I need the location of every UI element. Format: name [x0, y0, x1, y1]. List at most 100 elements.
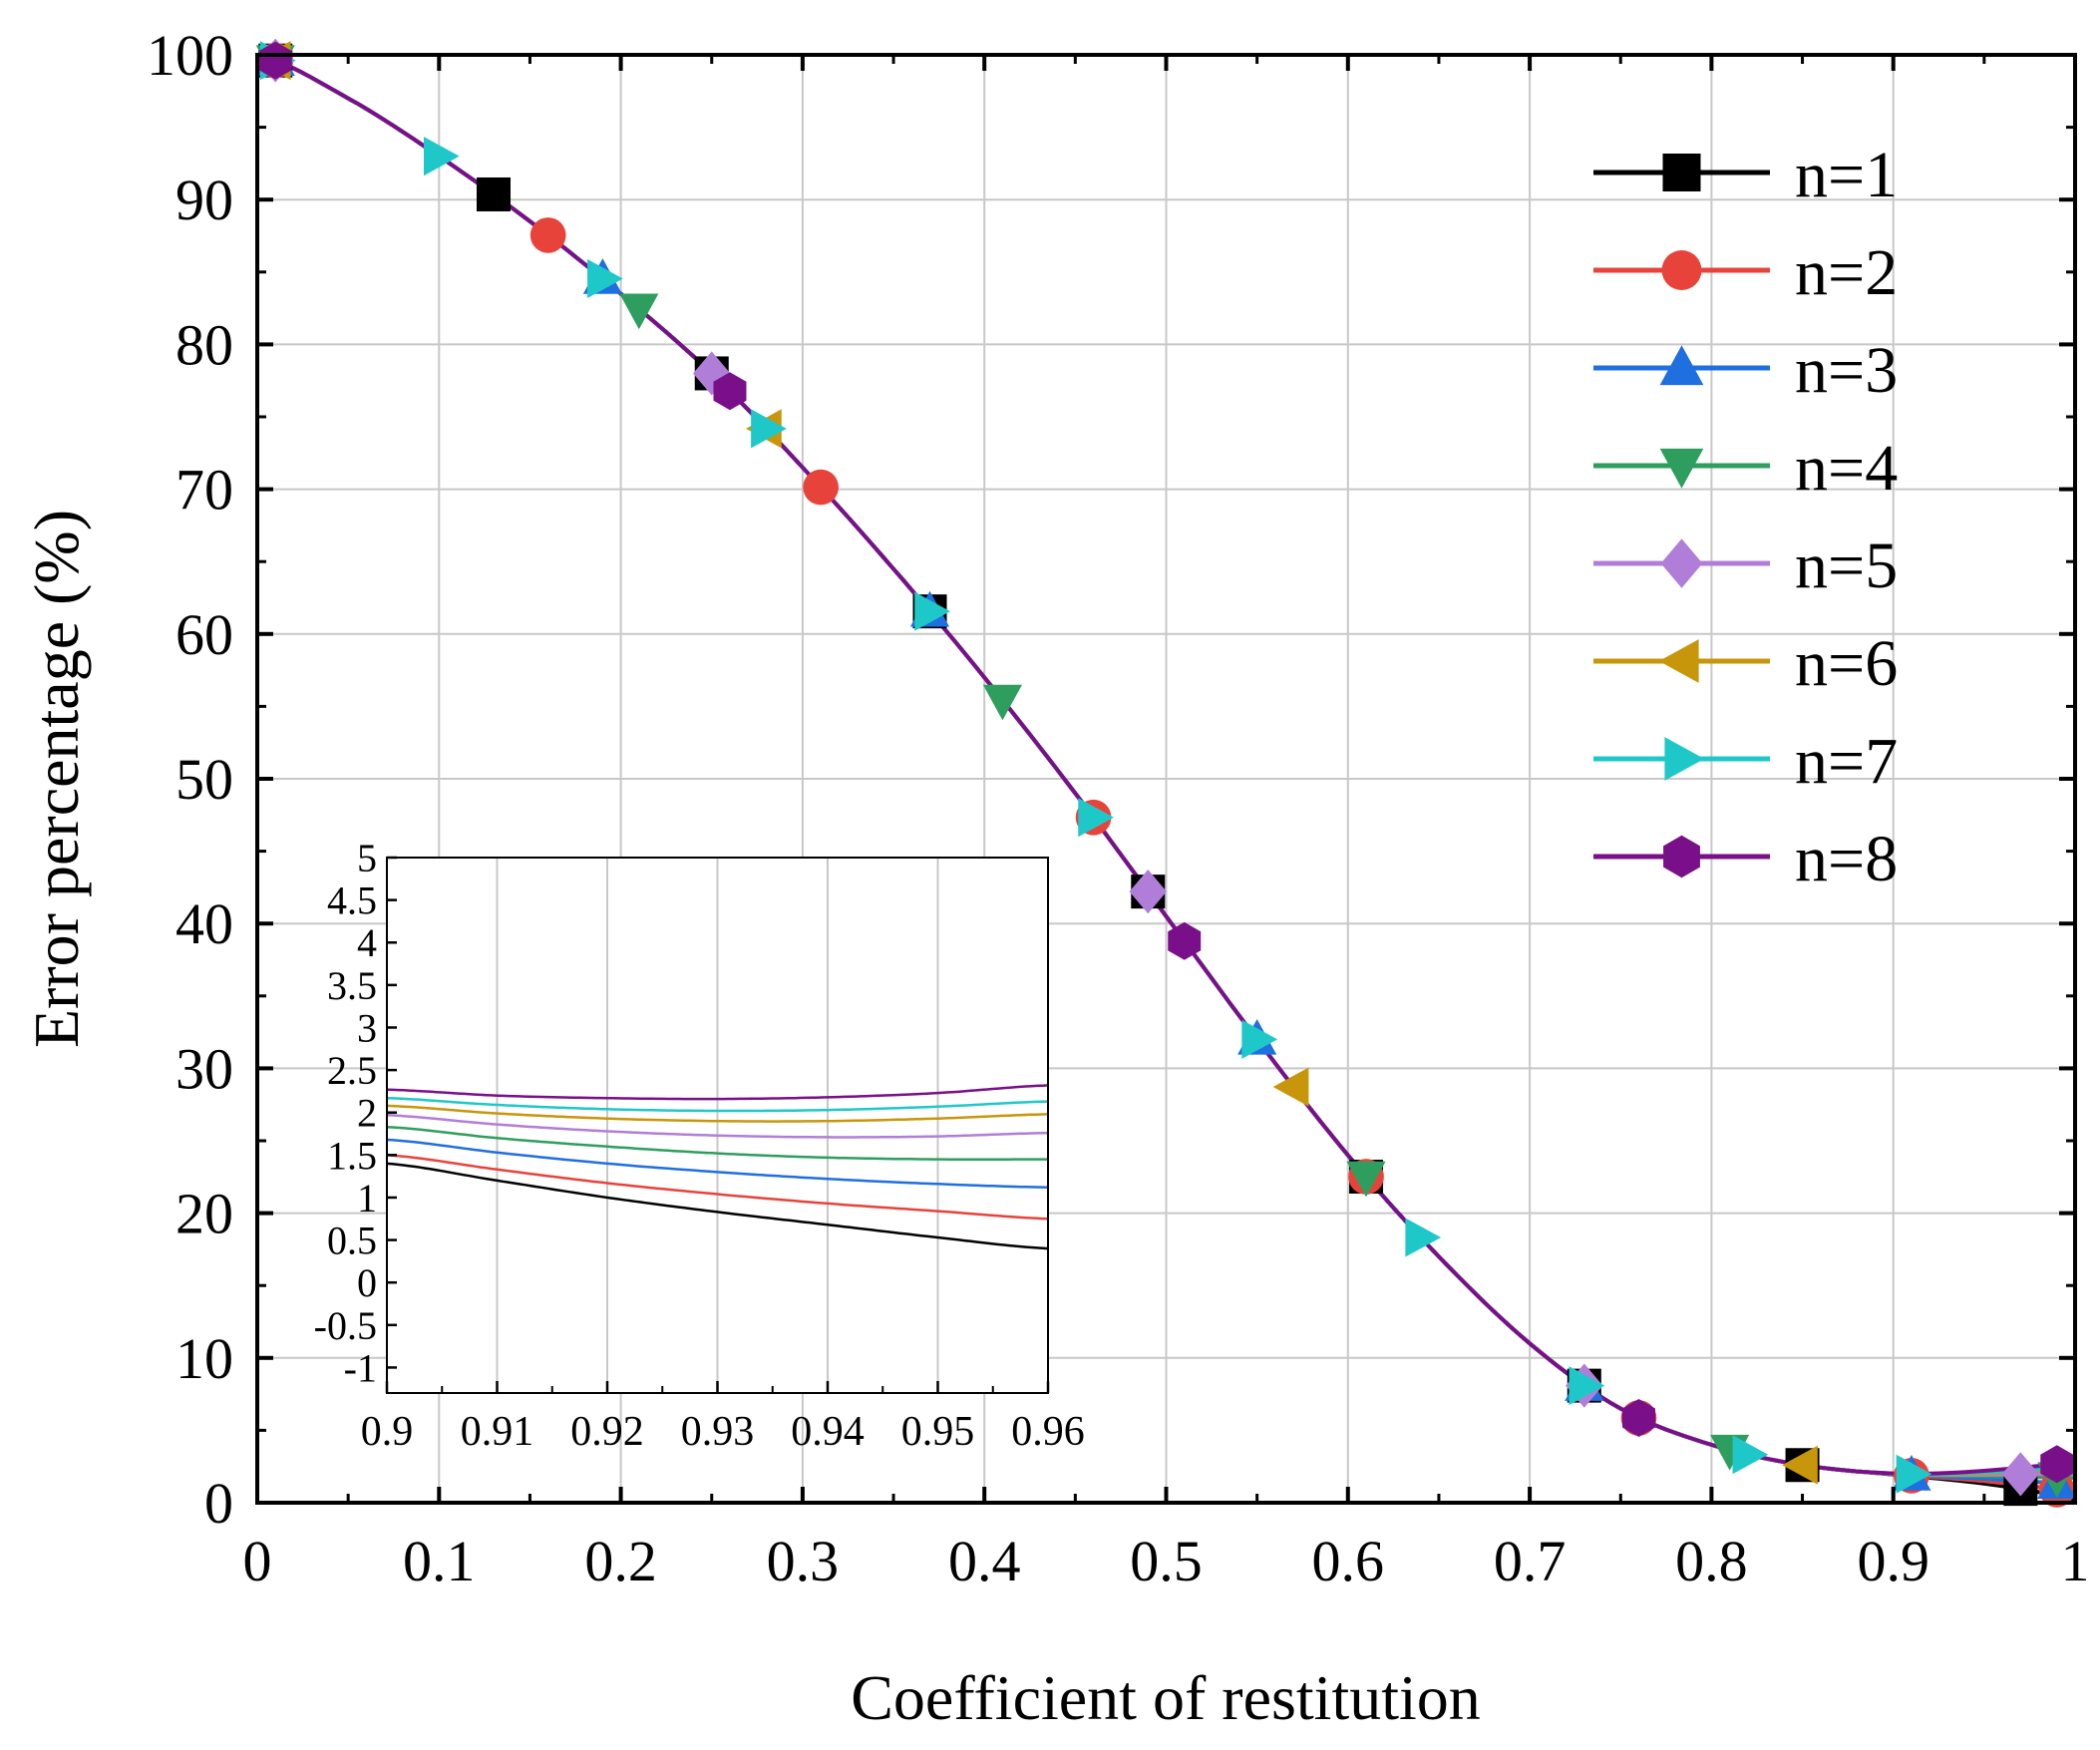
inset-line-n3	[386, 1138, 1049, 1189]
inset-y-tick-label: 4.5	[327, 878, 377, 923]
inset-line-n4	[386, 1125, 1048, 1161]
inset-line-n1	[386, 1162, 1049, 1250]
series-marker-n8	[2040, 1445, 2074, 1484]
series-marker-n5	[1129, 870, 1167, 914]
legend-label: n=1	[1795, 139, 1898, 211]
inset-line-n5	[386, 1114, 1049, 1139]
inset-x-tick-label: 0.93	[681, 1409, 755, 1455]
series-marker-n8	[1621, 1398, 1655, 1438]
series-marker-n8	[1168, 921, 1202, 960]
y-tick-label: 0	[204, 1471, 233, 1536]
y-tick-label: 50	[175, 747, 233, 812]
inset-x-tick-label: 0.92	[570, 1409, 644, 1455]
series-marker-n2	[529, 217, 566, 253]
inset-y-tick-label: 3.5	[327, 963, 377, 1008]
series-marker-n5	[2001, 1452, 2040, 1497]
legend-label: n=2	[1795, 236, 1898, 309]
y-tick-label: 30	[175, 1036, 233, 1101]
inset-line-n2	[386, 1154, 1049, 1221]
inset-x-tick-label: 0.91	[461, 1409, 534, 1455]
x-tick-label: 0.4	[948, 1529, 1021, 1593]
y-tick-label: 60	[175, 602, 233, 667]
inset-y-tick-label: 4	[357, 920, 377, 965]
series-marker-n7	[751, 409, 787, 449]
legend-marker-n6	[1658, 639, 1699, 683]
inset-y-tick-label: 0.5	[327, 1219, 377, 1263]
inset-x-tick-label: 0.96	[1011, 1409, 1085, 1455]
series-marker-n7	[1078, 798, 1114, 838]
legend-marker-n2	[1661, 250, 1702, 290]
series-marker-n7	[1569, 1366, 1605, 1406]
series-marker-n4	[1346, 1161, 1386, 1198]
legend-marker-n1	[1662, 154, 1701, 191]
y-tick-label: 90	[175, 168, 233, 232]
inset-y-tick-label: 5	[357, 836, 377, 880]
legend: n=1 n=2 n=3 n=4 n=5 n=6 n=7 n=8	[1593, 139, 1898, 895]
inset-y-tick-label: -0.5	[314, 1303, 377, 1348]
main-tick-labels: 0 0.1 0.2 0.3 0.4 0.5 0.6 0.7 0.8 0.9 101020304050…	[147, 23, 2090, 1593]
x-tick-label: 0.6	[1312, 1529, 1385, 1593]
inset-line-n6	[386, 1104, 1049, 1123]
legend-label: n=8	[1795, 823, 1898, 895]
series-marker-n8	[258, 41, 292, 80]
series-marker-n7	[1896, 1454, 1932, 1494]
legend-label: n=6	[1795, 627, 1898, 700]
x-tick-label: 0.7	[1494, 1529, 1567, 1593]
x-tick-label: 0	[243, 1529, 272, 1593]
x-tick-label: 0.9	[1857, 1529, 1929, 1593]
y-tick-label: 80	[175, 312, 233, 377]
legend-label: n=4	[1795, 432, 1898, 505]
y-tick-label: 70	[175, 458, 233, 523]
series-marker-n1	[476, 176, 511, 211]
x-tick-label: 0.2	[584, 1529, 657, 1593]
inset-y-tick-label: 2	[357, 1091, 377, 1136]
inset-y-tick-label: 0	[357, 1260, 377, 1305]
legend-marker-n5	[1660, 538, 1703, 588]
legend-marker-n3	[1659, 345, 1704, 386]
x-tick-label: 0.8	[1675, 1529, 1748, 1593]
inset-ticks	[385, 856, 1050, 1393]
main-ticks	[255, 53, 2077, 1505]
series-marker-n8	[713, 372, 747, 411]
x-tick-label: 0.1	[403, 1529, 476, 1593]
series-marker-n2	[803, 469, 839, 506]
inset-line-n7	[386, 1096, 1049, 1113]
y-axis-title: Error percentage (%)	[21, 510, 92, 1048]
legend-marker-n4	[1659, 448, 1704, 489]
y-tick-label: 100	[147, 23, 233, 88]
inset-curves	[386, 1084, 1049, 1250]
inset-y-tick-label: -1	[344, 1345, 377, 1390]
y-tick-label: 10	[175, 1326, 233, 1391]
legend-label: n=3	[1795, 334, 1898, 407]
x-tick-label: 0.3	[767, 1529, 840, 1593]
y-tick-label: 40	[175, 891, 233, 956]
inset-line-n8	[386, 1084, 1049, 1101]
inset-y-tick-label: 3	[357, 1005, 377, 1050]
x-tick-label: 0.5	[1130, 1529, 1203, 1593]
inset-x-tick-label: 0.94	[791, 1409, 865, 1455]
legend-marker-n7	[1664, 737, 1705, 781]
x-tick-label: 1	[2061, 1529, 2090, 1593]
legend-label: n=7	[1795, 725, 1898, 798]
series-marker-n7	[1732, 1435, 1769, 1475]
series-marker-n4	[619, 293, 659, 330]
inset-x-tick-label: 0.95	[901, 1409, 975, 1455]
series-marker-n7	[424, 137, 460, 176]
inset-x-tick-label: 0.9	[361, 1409, 414, 1455]
inset-y-tick-label: 2.5	[327, 1048, 377, 1093]
series-marker-n6	[1782, 1445, 1818, 1485]
main-markers	[254, 38, 2077, 1508]
inset-y-tick-label: 1	[357, 1176, 377, 1221]
x-axis-title: Coefficient of restitution	[851, 1662, 1481, 1733]
legend-label: n=5	[1795, 529, 1898, 602]
series-marker-n7	[1405, 1218, 1442, 1257]
series-marker-n7	[587, 258, 623, 299]
inset-tick-labels: 0.9 0.91 0.92 0.93 0.94 0.95 0.96 -1-0.500.511.…	[314, 836, 1085, 1455]
series-marker-n4	[982, 684, 1022, 721]
y-tick-label: 20	[175, 1182, 233, 1246]
series-marker-n6	[1272, 1067, 1309, 1107]
inset-y-tick-label: 1.5	[327, 1133, 377, 1178]
series-marker-n7	[914, 591, 950, 631]
